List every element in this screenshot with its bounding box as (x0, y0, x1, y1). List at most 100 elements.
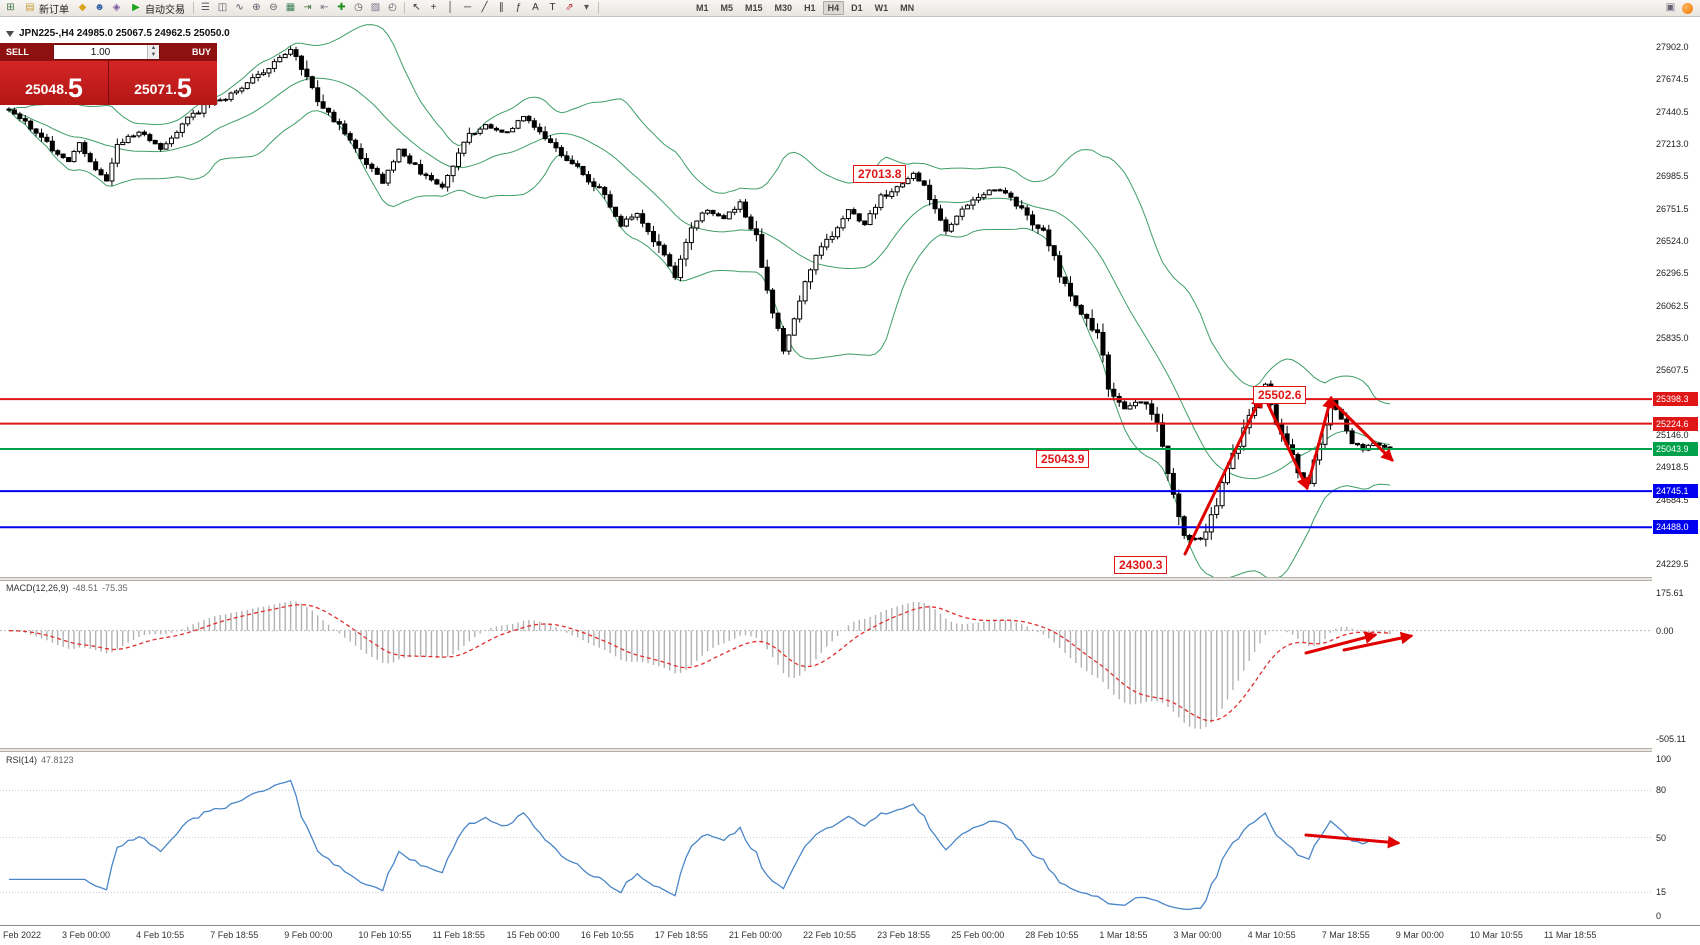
rsi-panel[interactable] (0, 779, 1652, 911)
lot-increment-icon[interactable]: ▲ (148, 45, 159, 52)
compass-icon[interactable]: ◆ (78, 2, 87, 13)
rsi-line (9, 779, 1391, 911)
candlestick-chart-icon[interactable]: ◫ (217, 2, 228, 13)
time-axis[interactable]: Feb 2022 3 Feb 00:00 4 Feb 10:55 7 Feb 18:5… (0, 925, 1700, 945)
crosshair-icon[interactable]: + (430, 2, 437, 13)
line-chart-icon[interactable]: ∿ (235, 2, 244, 13)
templates-icon[interactable]: ▧ (370, 2, 381, 13)
bar-chart-icon[interactable]: ☰ (201, 2, 210, 13)
price-tick: 25607.5 (1656, 364, 1689, 375)
time-label: 7 Mar 18:55 (1321, 930, 1370, 940)
price-tick: 24229.5 (1656, 558, 1689, 569)
one-click-trading-panel: SELL 1.00 ▲ ▼ BUY 25048. 5 25071. 5 (0, 43, 217, 105)
timeframe-w1[interactable]: W1 (874, 3, 889, 13)
rsi-scale-tick: 15 (1656, 887, 1667, 898)
toolbar-separator (598, 2, 599, 14)
timeframe-d1[interactable]: D1 (851, 3, 863, 13)
channel-icon[interactable]: ∥ (499, 2, 504, 13)
lot-size-value[interactable]: 1.00 (90, 46, 111, 58)
price-tick: 24918.5 (1656, 461, 1689, 472)
time-label: 4 Mar 10:55 (1247, 930, 1296, 940)
lot-decrement-icon[interactable]: ▼ (148, 52, 159, 59)
one-click-toggle-icon[interactable] (6, 30, 14, 37)
trendline-icon[interactable]: ╱ (481, 2, 488, 13)
cursor-icon[interactable]: ↖ (412, 2, 421, 13)
sell-price: 25048. (25, 81, 68, 97)
trend-arrow[interactable] (1305, 395, 1335, 490)
trend-arrow[interactable] (1342, 631, 1414, 652)
trend-arrow[interactable] (1331, 400, 1394, 462)
trend-arrow[interactable] (1183, 394, 1263, 556)
arrows-dropdown-icon[interactable]: ▾ (583, 2, 590, 13)
lot-size-input[interactable]: 1.00 ▲ ▼ (53, 44, 160, 60)
new-order-label: 新订单 (39, 4, 69, 16)
horizontal-line-icon[interactable]: ─ (463, 2, 472, 13)
rsi-indicator-label: RSI(14) 47.8123 (6, 755, 74, 765)
price-annotation[interactable]: 24300.3 (1114, 556, 1168, 574)
timeframe-m30[interactable]: M30 (774, 3, 793, 13)
label-tool-icon[interactable]: T (549, 2, 556, 13)
buy-button[interactable]: BUY (191, 47, 211, 57)
price-scale[interactable]: 27902.0 27674.5 27440.5 27213.0 26985.5 26751… (1652, 17, 1700, 925)
trend-arrow[interactable] (1304, 631, 1378, 655)
timeframe-mn[interactable]: MN (900, 3, 915, 13)
trend-arrow[interactable] (1264, 398, 1309, 491)
price-annotation[interactable]: 27013.8 (853, 165, 907, 183)
price-annotation[interactable]: 25502.6 (1253, 386, 1307, 404)
chart-window-icon[interactable]: ▣ (1665, 2, 1676, 13)
text-tool-icon[interactable]: A (532, 2, 539, 13)
new-order-button[interactable]: ▤ 新订单 (20, 1, 73, 16)
rsi-value: 47.8123 (41, 755, 74, 765)
time-label: 3 Feb 00:00 (62, 930, 111, 940)
zoom-in-icon[interactable]: ⊕ (252, 2, 261, 13)
time-label: 22 Feb 10:55 (803, 930, 857, 940)
indicators-icon[interactable]: ✚ (337, 2, 346, 13)
time-label: 16 Feb 10:55 (580, 930, 634, 940)
sell-price-button[interactable]: 25048. 5 (0, 61, 108, 105)
time-label: 15 Feb 00:00 (506, 930, 560, 940)
price-annotation[interactable]: 25043.9 (1036, 450, 1090, 468)
notifications-icon[interactable] (1682, 2, 1693, 14)
trend-arrow[interactable] (1304, 833, 1401, 849)
arrows-tool-icon[interactable]: ⇗ (565, 2, 574, 13)
new-chart-icon[interactable]: ⊞ (6, 2, 15, 13)
timeframe-h4[interactable]: H4 (822, 1, 845, 15)
timeframe-m5[interactable]: M5 (720, 3, 734, 13)
periods-icon[interactable]: ◷ (354, 2, 363, 13)
timeframe-m1[interactable]: M1 (696, 3, 709, 13)
macd-indicator-label: MACD(12,26,9) -48.51 -75.35 (6, 583, 128, 593)
lot-stepper[interactable]: ▲ ▼ (147, 45, 159, 59)
timeframe-h1[interactable]: H1 (804, 3, 816, 13)
buy-price-button[interactable]: 25071. 5 (109, 61, 217, 105)
strategy-icon[interactable]: ◈ (112, 2, 121, 13)
chart-shift-icon[interactable]: ⇤ (320, 2, 329, 13)
market-watch-icon[interactable]: ☻ (94, 2, 105, 13)
auto-scroll-icon[interactable]: ⇥ (303, 2, 312, 13)
sell-button[interactable]: SELL (6, 47, 30, 57)
macd-panel[interactable] (0, 601, 1652, 729)
time-label: 25 Feb 00:00 (951, 930, 1005, 940)
toolbar-separator (404, 2, 405, 14)
timeframe-m15[interactable]: M15 (745, 3, 763, 13)
toolbar-separator (193, 2, 194, 14)
time-label: 10 Feb 10:55 (358, 930, 412, 940)
main-chart-panel[interactable] (0, 24, 1652, 579)
fibonacci-icon[interactable]: ƒ (515, 2, 522, 13)
data-history-icon[interactable]: ◴ (388, 2, 397, 13)
autotrading-button[interactable]: ▶ 自动交易 (126, 1, 189, 16)
new-order-icon: ▤ (25, 2, 35, 13)
price-tag-25043.9: 25043.9 (1653, 442, 1698, 457)
time-label: 3 Mar 00:00 (1173, 930, 1222, 940)
tile-windows-icon[interactable]: ▦ (285, 2, 296, 13)
panel-splitter[interactable] (0, 577, 1700, 581)
autotrading-icon: ▶ (132, 2, 140, 13)
macd-histogram (13, 601, 1391, 729)
macd-scale-tick: -505.11 (1656, 734, 1686, 744)
zoom-out-icon[interactable]: ⊖ (269, 2, 278, 13)
rsi-scale-tick: 0 (1656, 911, 1662, 921)
vertical-line-icon[interactable]: │ (447, 2, 454, 13)
panel-splitter[interactable] (0, 748, 1700, 752)
price-tick: 26751.5 (1656, 203, 1689, 214)
